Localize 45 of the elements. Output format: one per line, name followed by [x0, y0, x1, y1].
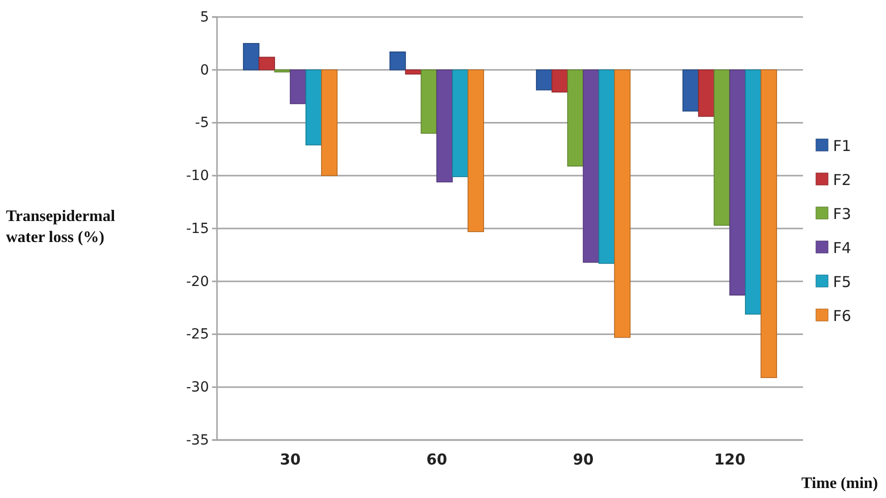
- bar: [567, 69, 584, 167]
- bar: [436, 69, 453, 182]
- bar: [242, 43, 260, 70]
- bar: [389, 52, 406, 70]
- bar: [274, 69, 291, 72]
- bar: [682, 69, 699, 112]
- legend-label: F4: [833, 239, 852, 257]
- x-tick-label: 120: [714, 450, 746, 469]
- bar: [744, 69, 762, 315]
- bar: [452, 69, 468, 178]
- bar: [714, 69, 730, 226]
- bar: [582, 69, 600, 263]
- y-tick-label: -10: [186, 168, 209, 184]
- bar: [536, 69, 552, 90]
- x-tick-label: 60: [426, 450, 448, 469]
- y-tick-label: -15: [186, 220, 209, 237]
- bar: [614, 69, 631, 338]
- x-tick-label: 90: [572, 450, 594, 469]
- x-axis-title: Time (min): [801, 475, 878, 492]
- bar: [698, 69, 715, 117]
- y-tick-label: -5: [195, 115, 209, 132]
- bar: [321, 69, 338, 176]
- bar: [305, 69, 322, 146]
- legend-label: F1: [833, 137, 852, 155]
- bar: [468, 69, 484, 232]
- bar: [420, 69, 438, 134]
- y-tick-label: -25: [186, 326, 209, 343]
- bar: [552, 69, 568, 92]
- legend-label: F3: [833, 205, 852, 223]
- legend-label: F2: [833, 171, 852, 189]
- y-axis-title: Transepidermal water loss (%): [6, 208, 116, 246]
- y-tick-label: 0: [200, 62, 209, 78]
- y-tick-label: -30: [186, 380, 209, 396]
- y-tick-label: -20: [186, 274, 209, 290]
- legend-label: F6: [833, 307, 852, 325]
- y-tick-label: -35: [186, 432, 209, 448]
- x-tick-label: 30: [280, 450, 301, 469]
- bar: [729, 69, 746, 296]
- bar: [290, 69, 306, 104]
- bar: [258, 56, 276, 70]
- bar: [405, 69, 422, 75]
- y-tick-label: 5: [200, 9, 209, 26]
- bar: [598, 69, 615, 264]
- legend-label: F5: [833, 273, 852, 291]
- bar: [760, 69, 778, 378]
